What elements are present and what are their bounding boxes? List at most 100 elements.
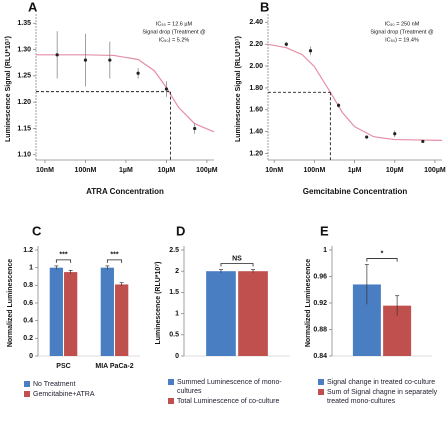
y-tick-label: 1	[175, 310, 179, 317]
y-tick-label: 1.60	[249, 107, 263, 114]
y-tick-label: 0.2	[23, 335, 33, 342]
y-tick-label: 2	[175, 268, 179, 275]
x-tick-label: 10µM	[158, 167, 176, 174]
y-tick-label: 2.20	[249, 41, 263, 48]
legend-label: Total Luminescence of co-culture	[177, 398, 280, 405]
y-tick-label: 0.4	[23, 318, 33, 325]
legend-label: Sum of Signal chagne in separately treat…	[327, 389, 438, 405]
x-tick-label: 10µM	[386, 167, 404, 174]
panel-title: C	[32, 223, 42, 238]
y-axis-label: Normalized Luminescence	[305, 259, 312, 347]
x-tick-label: 100nM	[304, 167, 326, 174]
data-point	[393, 132, 397, 136]
annotation: IC₅₀ = 250 nM	[385, 21, 420, 27]
legend-entry: No Treatment	[24, 380, 144, 389]
x-axis-label: Gemcitabine Concentration	[303, 187, 408, 196]
annotation: Signal drop (Treatment @	[142, 29, 206, 35]
legend: Signal change in treated co-culture Sum o…	[318, 378, 443, 407]
legend-swatch	[168, 379, 174, 385]
panel-title: D	[176, 223, 185, 238]
data-point	[83, 58, 88, 62]
legend-entry: Total Luminescence of co-culture	[168, 397, 293, 406]
y-tick-label: 1	[323, 247, 327, 254]
data-point	[284, 42, 288, 46]
y-tick-label: 2.00	[249, 63, 263, 70]
significance-bracket	[106, 259, 123, 263]
legend-entry: Gemcitabine+ATRA	[24, 390, 144, 399]
significance-bracket	[366, 258, 398, 262]
legend-label: No Treatment	[33, 381, 76, 388]
significance-label: ***	[110, 252, 118, 259]
y-axis-label: Luminescence Signal (RLU*10⁷)	[5, 36, 12, 142]
y-tick-label: 0.92	[313, 300, 327, 307]
data-point	[164, 87, 168, 91]
bar	[238, 271, 268, 356]
annotation: IC₅₀ = 12.6 µM	[156, 21, 193, 27]
y-tick-label: 1.5	[169, 289, 179, 296]
x-tick-label: 100µM	[196, 167, 218, 174]
y-axis-label: Luminescence Signal (RLU*10⁷)	[235, 36, 242, 142]
bar	[49, 267, 63, 356]
y-tick-label: 1.40	[249, 128, 263, 135]
x-tick-label: 100nM	[75, 167, 97, 174]
y-tick-label: 1.35	[17, 20, 31, 27]
y-tick-label: 1.10	[17, 152, 31, 159]
y-tick-label: 0.84	[313, 353, 327, 360]
bar	[115, 284, 129, 356]
y-tick-label: 2.40	[249, 19, 263, 26]
y-tick-label: 1.80	[249, 85, 263, 92]
data-point	[421, 139, 425, 144]
x-tick-label: PSC	[56, 363, 70, 370]
significance-label: ***	[59, 252, 67, 259]
data-point	[193, 126, 197, 131]
legend-label: Gemcitabine+ATRA	[33, 391, 95, 398]
legend-label: Summed Luminescence of mono-cultures	[177, 379, 282, 395]
y-tick-label: 1.15	[17, 125, 31, 132]
y-tick-label: 2.5	[169, 247, 179, 254]
legend: Summed Luminescence of mono-cultures Tota…	[168, 378, 293, 407]
legend-swatch	[24, 381, 30, 387]
y-tick-label: 0.5	[169, 332, 179, 339]
data-point	[108, 58, 112, 62]
fit-curve	[36, 54, 215, 133]
bar	[100, 267, 114, 356]
x-tick-label: 10nM	[265, 167, 283, 174]
significance-bracket	[55, 259, 72, 263]
y-tick-label: 1.2	[23, 247, 33, 254]
panel-title: E	[320, 223, 329, 238]
legend-label: Signal change in treated co-culture	[327, 379, 436, 386]
significance-bracket	[220, 263, 254, 267]
y-tick-label: 0.88	[313, 326, 327, 333]
panel-title: A	[28, 0, 38, 14]
y-tick-label: 1.20	[249, 150, 263, 157]
y-tick-label: 1.20	[17, 99, 31, 106]
data-point	[136, 71, 140, 75]
annotation: Signal drop (Treatment @	[370, 29, 434, 35]
y-axis-label: Normalized Luminescence	[7, 259, 14, 347]
legend-swatch	[318, 389, 324, 395]
annotation: IC₅₀) = 19.4%	[385, 37, 419, 43]
data-point	[336, 103, 341, 107]
legend-swatch	[24, 391, 30, 397]
y-axis-label: Luminescence (RLU*10⁷)	[155, 261, 162, 344]
y-tick-label: 1	[29, 265, 33, 272]
y-tick-label: 0.8	[23, 282, 33, 289]
y-tick-label: 0	[175, 353, 179, 360]
data-point	[55, 53, 59, 57]
bar	[206, 271, 236, 356]
y-tick-label: 1.30	[17, 46, 31, 53]
significance-label: NS	[232, 255, 242, 262]
legend-entry: Summed Luminescence of mono-cultures	[168, 378, 293, 396]
bar	[64, 272, 78, 356]
x-tick-label: MIA PaCa-2	[95, 363, 133, 370]
data-point	[365, 135, 369, 139]
legend-swatch	[168, 398, 174, 404]
annotation: IC₅₀) = 5.2%	[159, 37, 190, 43]
significance-label: *	[381, 250, 384, 257]
legend: No Treatment Gemcitabine+ATRA	[24, 380, 144, 400]
x-tick-label: 100µM	[424, 167, 446, 174]
y-tick-label: 0	[29, 353, 33, 360]
fit-curve	[267, 43, 443, 141]
